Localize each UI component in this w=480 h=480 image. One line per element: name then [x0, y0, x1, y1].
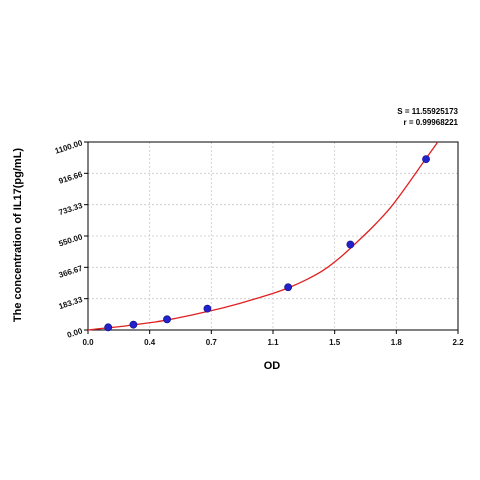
- x-tick-label: 1.8: [391, 338, 403, 347]
- grid-lines: [88, 142, 458, 330]
- data-point: [203, 304, 212, 313]
- data-point: [346, 240, 355, 249]
- fit-curve: [87, 141, 439, 331]
- y-axis-title: The concentration of IL17(pg/mL): [12, 148, 24, 323]
- x-axis-title: OD: [264, 360, 281, 372]
- data-point: [284, 283, 293, 292]
- x-tick-label: 1.5: [329, 338, 341, 347]
- data-point: [422, 155, 430, 163]
- x-tick-label: 1.1: [267, 338, 279, 347]
- x-tick-label: 2.2: [452, 338, 464, 347]
- stat-s-value: S = 11.55925173: [397, 107, 458, 116]
- data-point: [104, 323, 113, 332]
- data-points: [104, 155, 430, 332]
- fit-curve-layer: [87, 141, 439, 331]
- x-tick-label: 0.4: [144, 338, 156, 347]
- stat-r-value: r = 0.99968221: [404, 118, 459, 127]
- data-point: [163, 315, 171, 324]
- x-tick-label: 0.7: [206, 338, 218, 347]
- x-tick-label: 0.0: [82, 338, 94, 347]
- data-point: [129, 320, 138, 329]
